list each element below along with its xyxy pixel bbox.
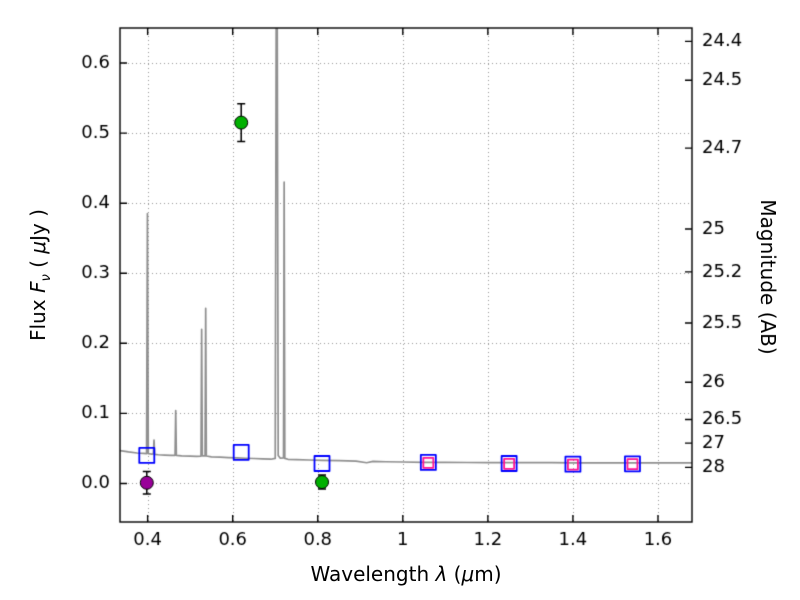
ylabel-flux-text: Flux bbox=[26, 293, 50, 341]
lambda-symbol: λ bbox=[435, 562, 448, 586]
flux-symbol: F bbox=[26, 281, 50, 294]
mu-jy-symbol: μ bbox=[26, 240, 50, 254]
ylabel-flux-mid: ( bbox=[26, 253, 50, 275]
xlabel-suffix: m) bbox=[474, 562, 502, 586]
mu-symbol: μ bbox=[461, 562, 475, 586]
xlabel-mid: ( bbox=[447, 562, 462, 586]
y-axis-label-flux: Flux Fν ( μJy ) bbox=[26, 209, 54, 341]
nu-symbol: ν bbox=[39, 274, 54, 282]
xlabel-prefix: Wavelength bbox=[310, 562, 436, 586]
x-axis-label: Wavelength λ (μm) bbox=[310, 562, 501, 586]
y-axis-label-magnitude: Magnitude (AB) bbox=[756, 199, 780, 355]
ylabel-flux-suffix: Jy ) bbox=[26, 209, 50, 241]
